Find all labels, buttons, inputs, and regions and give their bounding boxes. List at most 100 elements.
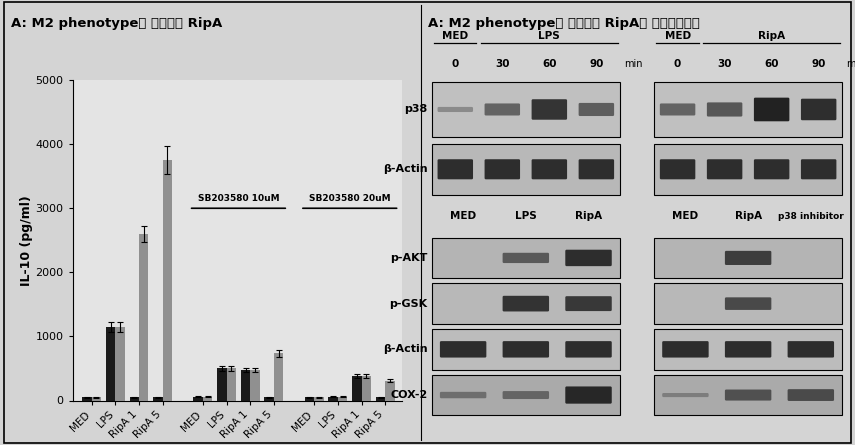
Bar (91, 397, 101, 400)
Text: MED: MED (664, 31, 691, 41)
Text: 90: 90 (589, 59, 604, 69)
Bar (315, 397, 324, 400)
Bar (654, 329, 842, 370)
Text: SB203580 10uM: SB203580 10uM (198, 194, 280, 202)
Bar (264, 397, 274, 400)
Bar (432, 144, 620, 195)
Text: LPS: LPS (515, 210, 537, 221)
Bar (654, 144, 842, 195)
Bar (203, 396, 212, 400)
FancyBboxPatch shape (707, 102, 742, 117)
FancyBboxPatch shape (662, 393, 709, 397)
FancyBboxPatch shape (725, 341, 771, 358)
Bar (82, 397, 91, 400)
Text: p38 inhibitor: p38 inhibitor (778, 211, 844, 221)
FancyBboxPatch shape (787, 341, 834, 358)
Bar (654, 238, 842, 278)
Text: min: min (846, 59, 855, 69)
FancyBboxPatch shape (579, 103, 614, 116)
Text: p-AKT: p-AKT (390, 253, 428, 263)
Bar (386, 380, 395, 400)
FancyBboxPatch shape (579, 159, 614, 179)
Bar (139, 234, 149, 400)
FancyBboxPatch shape (532, 159, 567, 179)
FancyBboxPatch shape (485, 159, 520, 179)
FancyBboxPatch shape (725, 251, 771, 265)
FancyBboxPatch shape (503, 341, 549, 358)
Text: SB203580 20uM: SB203580 20uM (309, 194, 391, 202)
Bar (376, 397, 386, 400)
Bar (106, 327, 115, 400)
Text: MED: MED (672, 210, 699, 221)
FancyBboxPatch shape (438, 159, 473, 179)
FancyBboxPatch shape (485, 103, 520, 116)
FancyBboxPatch shape (801, 159, 836, 179)
FancyBboxPatch shape (503, 296, 549, 312)
Text: β-Actin: β-Actin (383, 344, 428, 354)
FancyBboxPatch shape (754, 159, 789, 179)
Text: LPS: LPS (539, 31, 560, 41)
Bar (304, 397, 315, 400)
Text: p-GSK: p-GSK (389, 299, 428, 309)
Bar (162, 160, 172, 400)
FancyBboxPatch shape (503, 253, 549, 263)
FancyBboxPatch shape (725, 389, 771, 400)
Text: MED: MED (450, 210, 476, 221)
Text: 90: 90 (811, 59, 826, 69)
Text: β-Actin: β-Actin (383, 164, 428, 174)
Bar (654, 375, 842, 415)
Text: p38: p38 (404, 105, 428, 114)
FancyBboxPatch shape (754, 97, 789, 121)
Text: 60: 60 (542, 59, 557, 69)
Text: A: M2 phenotype를 유도하는 RipA: A: M2 phenotype를 유도하는 RipA (11, 17, 222, 30)
Bar (654, 82, 842, 137)
FancyBboxPatch shape (787, 389, 834, 401)
Bar (654, 283, 842, 324)
Text: RipA: RipA (758, 31, 785, 41)
Y-axis label: IL-10 (pg/ml): IL-10 (pg/ml) (20, 195, 32, 286)
FancyBboxPatch shape (503, 391, 549, 399)
Bar (352, 376, 362, 400)
FancyBboxPatch shape (532, 99, 567, 120)
FancyBboxPatch shape (565, 296, 612, 311)
Text: RipA: RipA (575, 210, 602, 221)
FancyBboxPatch shape (660, 159, 695, 179)
Bar (432, 375, 620, 415)
FancyBboxPatch shape (565, 341, 612, 358)
Bar (328, 397, 338, 400)
Bar (217, 368, 227, 400)
Bar (274, 353, 284, 400)
Bar (227, 368, 236, 400)
Text: 30: 30 (495, 59, 510, 69)
Text: 0: 0 (451, 59, 459, 69)
FancyBboxPatch shape (438, 107, 473, 112)
FancyBboxPatch shape (725, 297, 771, 310)
Text: 0: 0 (674, 59, 681, 69)
Bar (432, 329, 620, 370)
FancyBboxPatch shape (440, 392, 486, 398)
FancyBboxPatch shape (565, 250, 612, 266)
Bar (432, 283, 620, 324)
Bar (432, 82, 620, 137)
Bar (251, 370, 260, 401)
Bar (129, 397, 139, 400)
FancyBboxPatch shape (662, 341, 709, 358)
Bar (193, 396, 203, 400)
FancyBboxPatch shape (801, 99, 836, 120)
FancyBboxPatch shape (565, 386, 612, 404)
Text: 60: 60 (764, 59, 779, 69)
Text: MED: MED (442, 31, 469, 41)
Text: A: M2 phenotype를 유도하는 RipA의 신호전달기전: A: M2 phenotype를 유도하는 RipA의 신호전달기전 (428, 17, 699, 30)
Bar (115, 327, 125, 400)
FancyBboxPatch shape (440, 341, 486, 358)
Bar (338, 397, 347, 400)
FancyBboxPatch shape (660, 103, 695, 116)
Text: COX-2: COX-2 (390, 390, 428, 400)
Bar (432, 238, 620, 278)
Text: min: min (624, 59, 643, 69)
Bar (153, 397, 162, 400)
Text: RipA: RipA (734, 210, 762, 221)
Text: 30: 30 (717, 59, 732, 69)
Bar (362, 376, 371, 400)
FancyBboxPatch shape (707, 159, 742, 179)
